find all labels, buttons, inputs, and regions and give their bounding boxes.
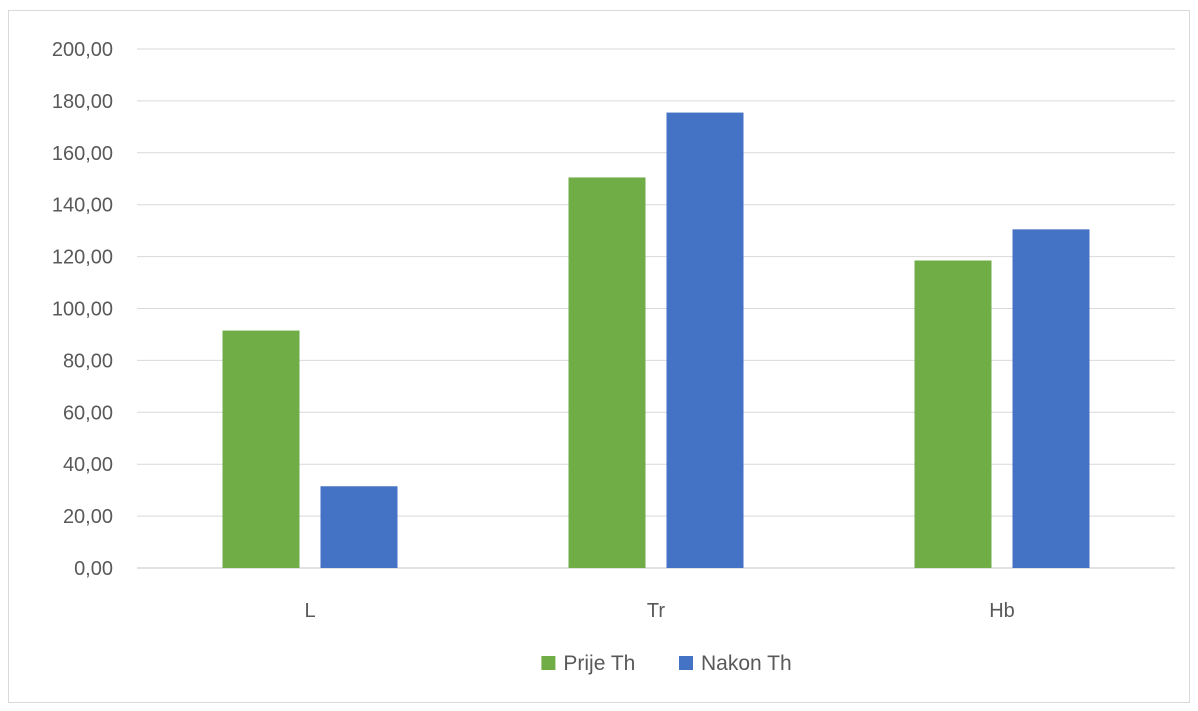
x-category-label: Tr	[647, 600, 665, 622]
y-tick-label: 120,00	[52, 247, 113, 269]
y-tick-label: 80,00	[63, 350, 113, 372]
bar-prije-th-l	[222, 330, 300, 568]
y-tick-label: 20,00	[63, 506, 113, 528]
legend-swatch-prije-th	[541, 656, 556, 670]
x-category-label: Hb	[989, 600, 1015, 622]
legend-label: Nakon Th	[701, 652, 792, 675]
legend-label: Prije Th	[563, 652, 635, 675]
legend-swatch-nakon-th	[679, 656, 693, 670]
y-tick-label: 160,00	[52, 143, 113, 165]
bar-prije-th-tr	[568, 177, 646, 568]
y-tick-label: 180,00	[52, 91, 113, 113]
bars	[222, 112, 1090, 569]
y-tick-label: 60,00	[63, 402, 113, 424]
y-axis-tick-labels: 0,00 20,00 40,00 60,00 80,00 100,00 120,00 140,…	[52, 39, 113, 580]
bar-nakon-th-tr	[666, 112, 744, 568]
chart-area: 0,00 20,00 40,00 60,00 80,00 100,00 120,00 140,…	[8, 10, 1190, 703]
bar-prije-th-hb	[914, 260, 992, 568]
y-tick-label: 0,00	[74, 558, 113, 580]
x-axis: L Tr Hb	[304, 600, 1014, 622]
x-category-label: L	[304, 600, 315, 622]
y-tick-label: 40,00	[63, 454, 113, 476]
bar-chart: 0,00 20,00 40,00 60,00 80,00 100,00 120,00 140,…	[52, 39, 1175, 675]
y-tick-label: 200,00	[52, 39, 113, 61]
bar-nakon-th-l	[320, 486, 398, 568]
legend: Prije Th Nakon Th	[541, 652, 792, 675]
y-tick-label: 140,00	[52, 195, 113, 217]
gridlines	[137, 48, 1175, 569]
bar-nakon-th-hb	[1012, 229, 1090, 569]
y-tick-label: 100,00	[52, 299, 113, 321]
